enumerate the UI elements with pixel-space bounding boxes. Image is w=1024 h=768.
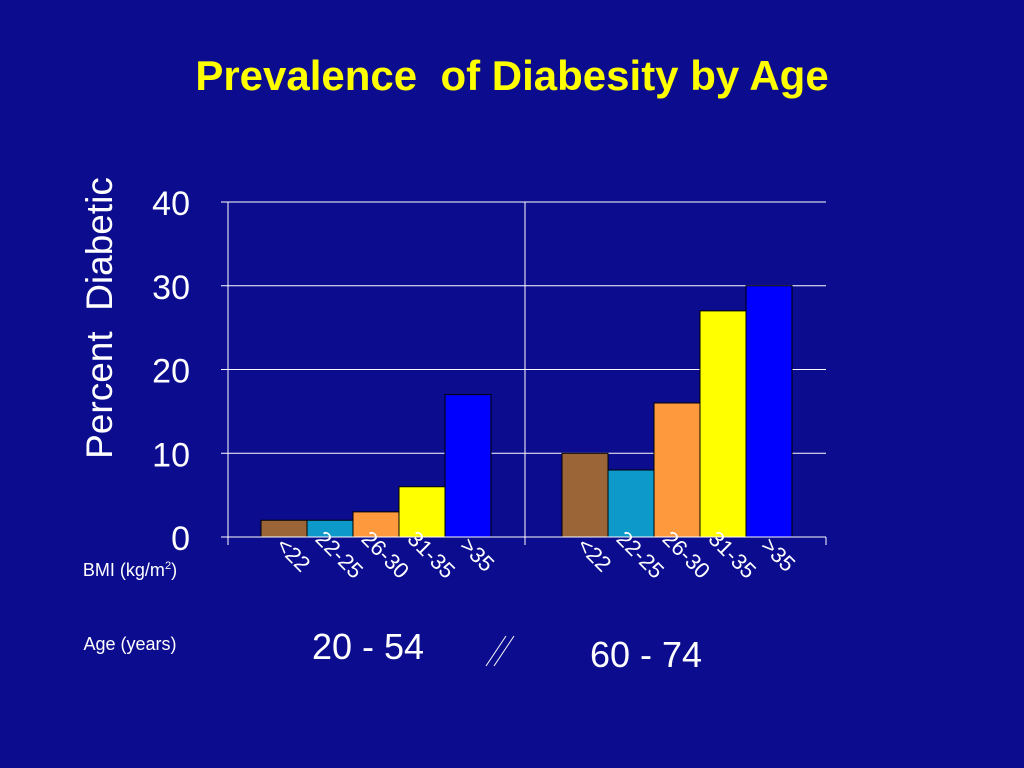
bar <box>653 402 701 538</box>
age-group-label-1: 20 - 54 <box>312 626 425 667</box>
age-group-label-2: 60 - 74 <box>590 634 703 675</box>
bar <box>745 285 793 538</box>
bar <box>699 310 747 538</box>
category-label: >35 <box>455 533 499 577</box>
chart-title: Prevalence of Diabesity by Age <box>195 52 829 99</box>
axis-break-icon <box>485 635 515 667</box>
bar <box>260 519 308 538</box>
bars <box>260 285 793 538</box>
bar <box>444 394 492 538</box>
axes <box>221 201 827 545</box>
bar <box>352 511 400 538</box>
category-label: <22 <box>271 533 315 577</box>
y-tick-label: 20 <box>152 353 190 391</box>
bar <box>561 452 609 538</box>
y-tick-label: 0 <box>171 520 190 558</box>
bmi-row-label: BMI (kg/m2) <box>82 560 178 580</box>
y-tick-labels: 0 10 20 30 40 <box>152 185 190 558</box>
category-label: >35 <box>756 533 800 577</box>
category-label: <22 <box>572 533 616 577</box>
y-tick-label: 30 <box>152 269 190 307</box>
y-tick-label: 10 <box>152 436 190 474</box>
y-tick-label: 40 <box>152 185 190 223</box>
age-row-label: Age (years) <box>83 634 177 654</box>
